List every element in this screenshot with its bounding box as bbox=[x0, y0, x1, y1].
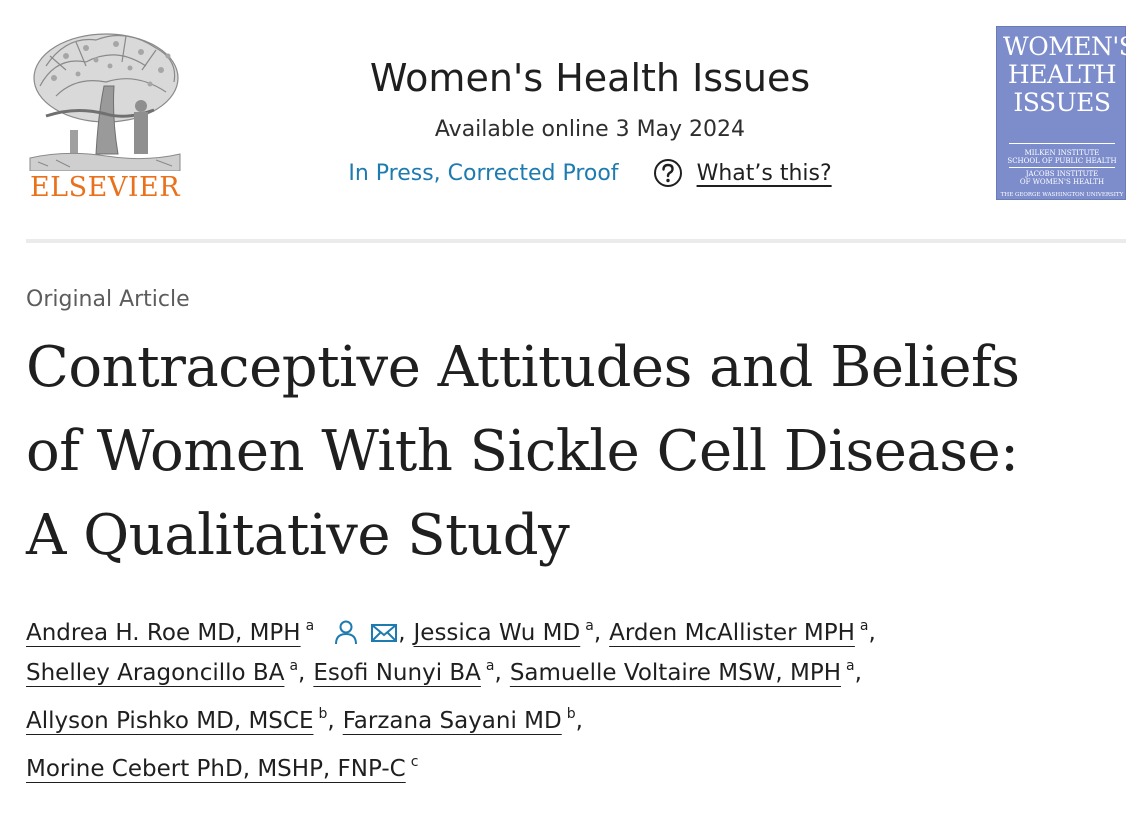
cover-title: WOMEN'S HEALTH ISSUES bbox=[1003, 32, 1136, 117]
affiliation-marker[interactable]: a bbox=[859, 618, 869, 634]
affiliation-marker[interactable]: a bbox=[846, 658, 855, 674]
author-line: Andrea H. Roe MD, MPH a , Jessica Wu MD … bbox=[26, 612, 1126, 660]
cover-subtitle-1: MILKEN INSTITUTE SCHOOL OF PUBLIC HEALTH bbox=[997, 149, 1127, 165]
comma: , bbox=[575, 708, 583, 734]
affiliation-marker[interactable]: b bbox=[566, 706, 576, 722]
affiliation-marker[interactable]: a bbox=[485, 658, 495, 674]
article-title-line: of Women With Sickle Cell Disease: bbox=[26, 419, 1019, 484]
available-online-date: Available online 3 May 2024 bbox=[434, 117, 746, 142]
author-link[interactable]: Farzana Sayani MD bbox=[342, 708, 562, 734]
comma: , bbox=[398, 620, 406, 646]
journal-title[interactable]: Women's Health Issues bbox=[369, 56, 811, 100]
cover-subtitle-2: JACOBS INSTITUTE OF WOMEN'S HEALTH bbox=[997, 170, 1127, 186]
comma: , bbox=[494, 660, 502, 686]
article-title-line: A Qualitative Study bbox=[26, 503, 570, 568]
tree-logo bbox=[29, 33, 181, 171]
cover-subtitle-line: OF WOMEN'S HEALTH bbox=[1019, 178, 1105, 186]
person-icon[interactable] bbox=[332, 618, 360, 646]
affiliation-marker[interactable]: c bbox=[410, 754, 419, 770]
author-link[interactable]: Allyson Pishko MD, MSCE bbox=[26, 708, 314, 734]
cover-rule bbox=[1009, 167, 1115, 168]
article-title: Contraceptive Attitudes and Beliefs of W… bbox=[26, 326, 1126, 578]
journal-cover[interactable]: WOMEN'S HEALTH ISSUES MILKEN INSTITUTE S… bbox=[996, 26, 1136, 200]
cover-title-line: ISSUES bbox=[1013, 88, 1111, 117]
author-link[interactable]: Arden McAllister MPH bbox=[609, 620, 855, 646]
comma: , bbox=[298, 660, 306, 686]
author-list: Andrea H. Roe MD, MPH a , Jessica Wu MD … bbox=[26, 612, 1126, 804]
whats-this-link[interactable]: What’s this? bbox=[696, 160, 832, 186]
in-press-link[interactable]: In Press, Corrected Proof bbox=[348, 160, 619, 186]
cover-subtitle-line: SCHOOL OF PUBLIC HEALTH bbox=[1007, 157, 1117, 165]
publisher-name: ELSEVIER bbox=[29, 172, 181, 203]
author-link[interactable]: Morine Cebert PhD, MSHP, FNP-C bbox=[26, 756, 406, 782]
author-link[interactable]: Samuelle Voltaire MSW, MPH bbox=[509, 660, 842, 686]
author-link[interactable]: Andrea H. Roe MD, MPH bbox=[26, 620, 301, 646]
cover-subtitle-line: MILKEN INSTITUTE bbox=[1024, 149, 1100, 157]
comma: , bbox=[593, 620, 602, 646]
article-type: Original Article bbox=[26, 287, 190, 312]
affiliation-marker[interactable]: a bbox=[289, 658, 299, 674]
article-title-line: Contraceptive Attitudes and Beliefs bbox=[26, 335, 1020, 400]
cover-subtitle-line: JACOBS INSTITUTE bbox=[1025, 170, 1099, 178]
author-link[interactable]: Shelley Aragoncillo BA bbox=[26, 660, 285, 686]
cover-title-line: WOMEN'S bbox=[1003, 32, 1136, 61]
author-link[interactable]: Esofi Nunyi BA bbox=[313, 660, 481, 686]
affiliation-marker[interactable]: b bbox=[318, 706, 328, 722]
author-line: Allyson Pishko MD, MSCE b , Farzana Saya… bbox=[26, 706, 1126, 756]
envelope-icon[interactable] bbox=[370, 618, 398, 646]
affiliation-marker[interactable]: a bbox=[305, 618, 315, 634]
header-divider bbox=[26, 239, 1126, 243]
elsevier-logo[interactable] bbox=[26, 26, 184, 202]
author-line: Morine Cebert PhD, MSHP, FNP-C c bbox=[26, 754, 1126, 804]
comma: , bbox=[327, 708, 335, 734]
affiliation-marker[interactable]: a bbox=[585, 618, 594, 634]
question-circle-icon[interactable] bbox=[653, 158, 683, 188]
cover-rule bbox=[1009, 143, 1115, 144]
cover-subtitle-3: THE GEORGE WASHINGTON UNIVERSITY bbox=[1000, 192, 1124, 198]
comma: , bbox=[854, 660, 862, 686]
cover-title-line: HEALTH bbox=[1007, 60, 1117, 89]
author-line: Shelley Aragoncillo BA a , Esofi Nunyi B… bbox=[26, 658, 1126, 708]
status-row: In Press, Corrected Proof What’s this? bbox=[260, 158, 920, 188]
comma: , bbox=[868, 620, 876, 646]
author-link[interactable]: Jessica Wu MD bbox=[413, 620, 581, 646]
